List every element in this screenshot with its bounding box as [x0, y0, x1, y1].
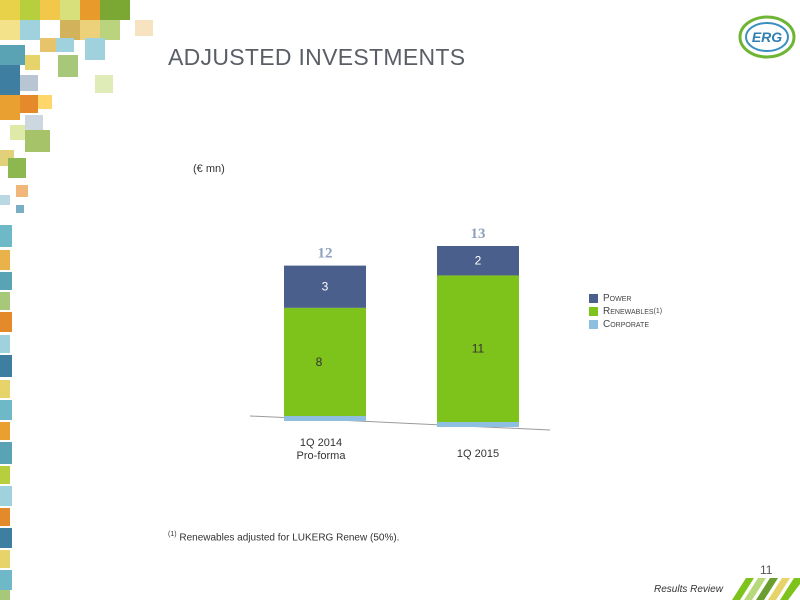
total-label: 13	[471, 226, 486, 242]
erg-logo: ERG	[738, 15, 796, 59]
decorative-mosaic	[0, 0, 153, 600]
legend-item-renewables: Renewables (1)	[589, 305, 662, 318]
legend-label-renewables: Renewables	[603, 305, 654, 317]
page-number: 11	[760, 563, 773, 577]
total-label: 12	[318, 246, 333, 262]
logo-text: ERG	[752, 29, 782, 45]
legend-swatch-corporate	[589, 320, 598, 329]
category-label: Pro-forma	[297, 450, 347, 462]
legend: Power Renewables (1) Corporate	[589, 292, 662, 331]
bar-segment-power	[437, 246, 519, 276]
legend-item-power: Power	[589, 292, 662, 305]
data-label-renewables: 8	[316, 355, 323, 369]
footnote: (1) Renewables adjusted for LUKERG Renew…	[168, 531, 399, 543]
data-label-power: 2	[475, 254, 482, 268]
decorative-stripes	[732, 578, 800, 600]
legend-label-corporate: Corporate	[603, 318, 649, 330]
data-label-power: 3	[322, 280, 329, 294]
legend-item-corporate: Corporate	[589, 318, 662, 331]
legend-swatch-renewables	[589, 307, 598, 316]
legend-label-power: Power	[603, 292, 632, 304]
bar-segment-corporate	[437, 422, 519, 427]
category-label: 1Q 2015	[457, 448, 499, 460]
legend-footnote-marker: (1)	[653, 308, 663, 315]
footnote-text: Renewables adjusted for LUKERG Renew (50…	[179, 532, 400, 544]
bar-segment-corporate	[284, 416, 366, 421]
data-label-renewables: 11	[472, 342, 485, 356]
footer-label: Results Review	[654, 584, 723, 595]
footnote-marker: (1)	[168, 531, 177, 538]
category-label: 1Q 2014	[300, 437, 342, 449]
bar-segment-renewables	[437, 275, 519, 422]
page-title: ADJUSTED INVESTMENTS	[168, 44, 466, 70]
bar-segment-power	[284, 265, 366, 308]
unit-label: (€ mn)	[193, 163, 225, 175]
legend-swatch-power	[589, 294, 598, 303]
bar-segment-renewables	[284, 307, 366, 416]
